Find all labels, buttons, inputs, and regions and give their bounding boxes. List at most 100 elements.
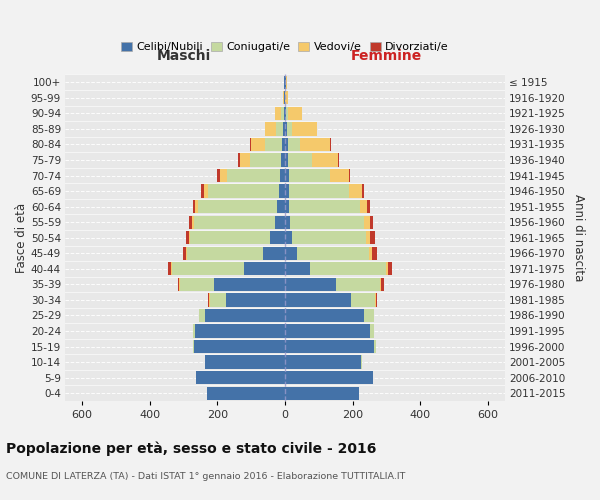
Bar	[284, 107, 285, 120]
Text: COMUNE DI LATERZA (TA) - Dati ISTAT 1° gennaio 2016 - Elaborazione TUTTITALIA.IT: COMUNE DI LATERZA (TA) - Dati ISTAT 1° g…	[6, 472, 406, 481]
Bar	[226, 294, 285, 306]
Bar	[285, 278, 335, 291]
Bar	[186, 231, 189, 244]
Bar	[370, 216, 373, 229]
Bar	[381, 278, 383, 291]
Bar	[364, 216, 370, 229]
Bar	[285, 324, 370, 338]
Bar	[351, 294, 375, 306]
Bar	[289, 169, 329, 182]
Bar	[190, 231, 270, 244]
Bar	[205, 309, 285, 322]
Bar	[285, 200, 289, 213]
Bar	[285, 91, 288, 104]
Bar	[179, 278, 180, 291]
Bar	[362, 184, 364, 198]
Bar	[285, 154, 288, 166]
Y-axis label: Anni di nascita: Anni di nascita	[572, 194, 585, 282]
Bar	[370, 231, 375, 244]
Bar	[285, 371, 373, 384]
Bar	[349, 184, 362, 198]
Bar	[330, 138, 331, 151]
Bar	[285, 294, 351, 306]
Bar	[280, 169, 285, 182]
Bar	[285, 184, 289, 198]
Bar	[263, 246, 285, 260]
Bar	[275, 107, 281, 120]
Bar	[207, 386, 285, 400]
Bar	[250, 138, 251, 151]
Text: Femmine: Femmine	[350, 49, 422, 63]
Bar	[370, 324, 374, 338]
Bar	[312, 154, 338, 166]
Bar	[297, 246, 370, 260]
Bar	[287, 138, 301, 151]
Bar	[204, 184, 208, 198]
Bar	[283, 122, 285, 136]
Bar	[187, 246, 263, 260]
Bar	[288, 154, 312, 166]
Bar	[386, 262, 388, 276]
Bar	[292, 231, 366, 244]
Bar	[349, 169, 350, 182]
Bar	[189, 231, 190, 244]
Bar	[275, 216, 285, 229]
Bar	[196, 200, 198, 213]
Bar	[287, 107, 302, 120]
Bar	[285, 107, 286, 120]
Bar	[289, 200, 360, 213]
Bar	[193, 200, 196, 213]
Bar	[250, 154, 281, 166]
Bar	[285, 216, 290, 229]
Bar	[189, 216, 192, 229]
Bar	[285, 231, 292, 244]
Bar	[380, 278, 381, 291]
Bar	[193, 324, 196, 338]
Bar	[286, 76, 287, 89]
Bar	[199, 309, 205, 322]
Bar	[277, 200, 285, 213]
Bar	[284, 91, 285, 104]
Bar	[285, 340, 374, 353]
Bar	[180, 278, 214, 291]
Bar	[281, 107, 284, 120]
Bar	[361, 356, 362, 368]
Bar	[285, 138, 287, 151]
Bar	[183, 246, 186, 260]
Bar	[284, 76, 285, 89]
Bar	[265, 138, 282, 151]
Bar	[186, 246, 187, 260]
Bar	[238, 154, 239, 166]
Bar	[301, 138, 330, 151]
Bar	[201, 184, 204, 198]
Text: Popolazione per età, sesso e stato civile - 2016: Popolazione per età, sesso e stato civil…	[6, 441, 376, 456]
Bar	[265, 122, 276, 136]
Bar	[285, 386, 359, 400]
Bar	[282, 138, 285, 151]
Bar	[205, 356, 285, 368]
Bar	[279, 184, 285, 198]
Bar	[329, 169, 349, 182]
Bar	[168, 262, 171, 276]
Y-axis label: Fasce di età: Fasce di età	[15, 202, 28, 273]
Bar	[310, 262, 386, 276]
Bar	[370, 246, 372, 260]
Bar	[208, 294, 209, 306]
Bar	[178, 278, 179, 291]
Bar	[388, 262, 392, 276]
Bar	[227, 169, 280, 182]
Bar	[364, 309, 374, 322]
Bar	[209, 294, 226, 306]
Bar	[285, 356, 361, 368]
Bar	[375, 294, 376, 306]
Bar	[289, 184, 349, 198]
Bar	[285, 246, 297, 260]
Bar	[220, 169, 227, 182]
Bar	[366, 231, 370, 244]
Bar	[198, 200, 277, 213]
Bar	[281, 154, 285, 166]
Bar	[285, 76, 286, 89]
Bar	[194, 216, 275, 229]
Bar	[290, 216, 364, 229]
Legend: Celibi/Nubili, Coniugati/e, Vedovi/e, Divorziati/e: Celibi/Nubili, Coniugati/e, Vedovi/e, Di…	[116, 38, 453, 57]
